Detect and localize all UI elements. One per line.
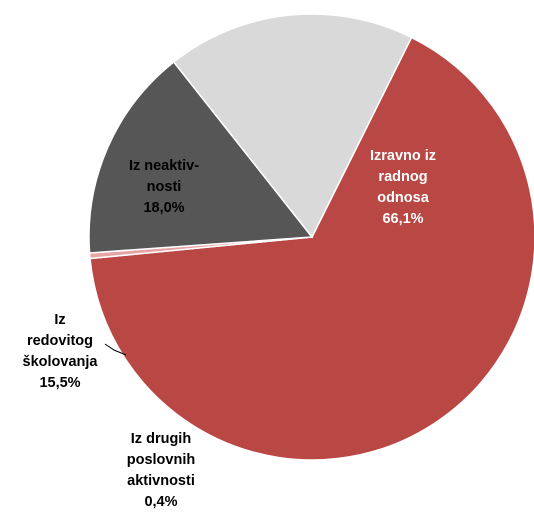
slice-name-line: školovanja bbox=[23, 354, 99, 370]
leader-lines bbox=[104, 343, 127, 356]
slice-name-line: Izravno iz bbox=[370, 148, 436, 164]
slice-value-label: 15,5% bbox=[39, 375, 80, 391]
slice-labels: Izravno iz radnog odnosa 66,1% Iz drugih posl… bbox=[23, 148, 437, 510]
slice-value-label: 18,0% bbox=[143, 200, 184, 216]
slice-name-line: aktivnosti bbox=[127, 473, 195, 489]
slice-label-1: Iz drugih poslovnih aktivnosti 0,4% bbox=[127, 431, 195, 510]
slice-name-line: Iz drugih bbox=[131, 431, 191, 447]
slice-name-line: radnog bbox=[378, 169, 427, 185]
slice-value-label: 0,4% bbox=[144, 494, 177, 510]
pie-slices bbox=[88, 13, 534, 461]
slice-name-line: nosti bbox=[147, 179, 182, 195]
slice-label-0: Izravno iz radnog odnosa 66,1% bbox=[370, 148, 436, 227]
slice-name-line: poslovnih bbox=[127, 452, 195, 468]
pie-slice-3 bbox=[172, 13, 413, 239]
leader-line-skolovanja bbox=[104, 343, 127, 356]
slice-name-line: odnosa bbox=[377, 190, 429, 206]
slice-name-line: redovitog bbox=[27, 333, 93, 349]
slice-label-3: Iz neaktiv-nosti 18,0% bbox=[129, 158, 199, 216]
slice-name-line: Iz bbox=[54, 312, 65, 328]
slice-label-2: Iz redovitog školovanja 15,5% bbox=[23, 312, 99, 391]
pie-slice-0 bbox=[89, 36, 534, 461]
pie-slice-2 bbox=[88, 60, 314, 254]
slice-value-label: 66,1% bbox=[382, 211, 423, 227]
slice-name-line: Iz neaktiv- bbox=[129, 158, 199, 174]
